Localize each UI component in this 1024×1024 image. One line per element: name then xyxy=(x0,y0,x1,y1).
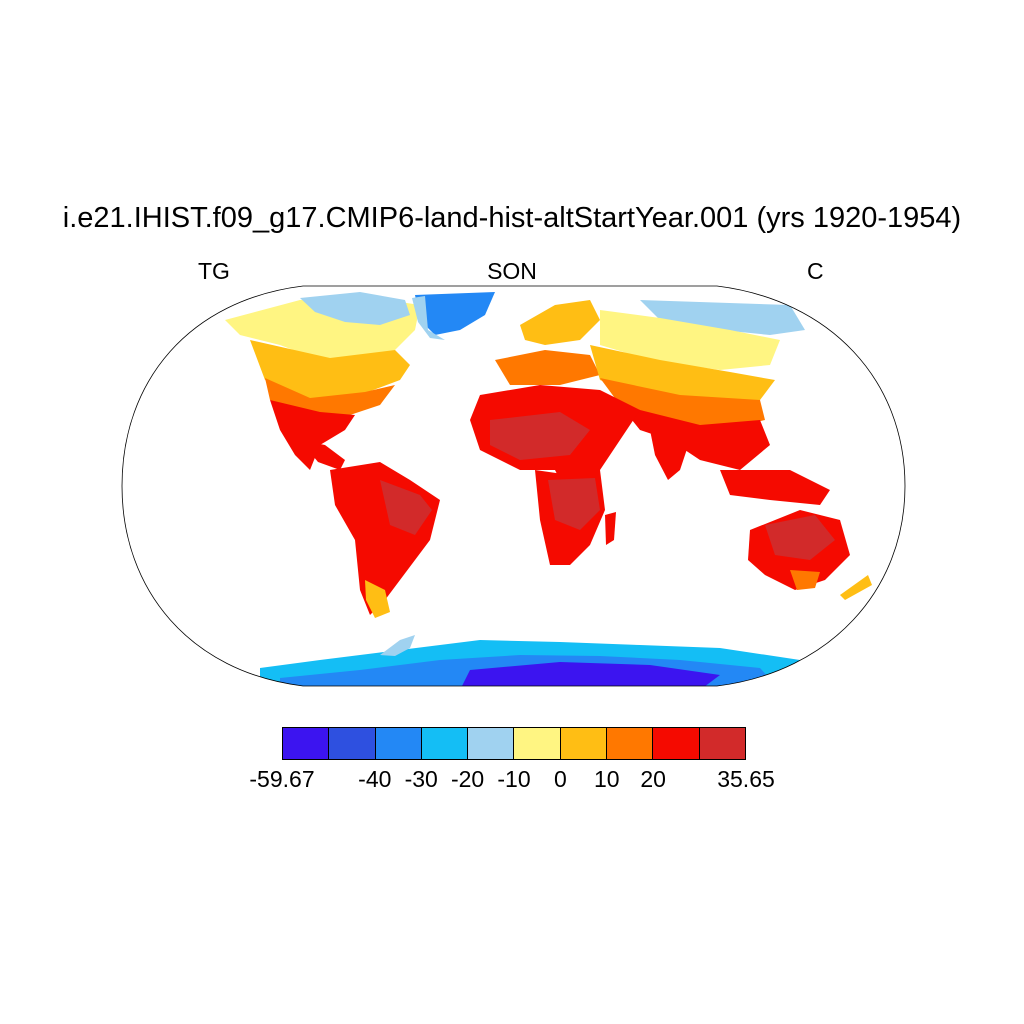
colorbar xyxy=(282,727,746,760)
maritime-asia xyxy=(720,470,830,505)
new-zealand xyxy=(840,575,872,600)
colorbar-box-2 xyxy=(375,728,422,759)
colorbar-label: 0 xyxy=(553,766,567,792)
arctic-canada xyxy=(300,292,410,325)
asia-south xyxy=(600,378,765,430)
colorbar-label: -10 xyxy=(497,766,531,792)
colorbar-box-7 xyxy=(607,728,654,759)
variable-label: TG xyxy=(198,258,230,284)
europe-south xyxy=(495,350,600,385)
colorbar-box-9 xyxy=(699,728,745,759)
greenland xyxy=(415,292,495,335)
colorbar-box-4 xyxy=(468,728,515,759)
colorbar-box-6 xyxy=(560,728,608,759)
colorbar-label: 35.65 xyxy=(717,766,775,792)
central-america xyxy=(300,440,345,470)
antarctica-interior xyxy=(460,662,720,686)
africa-central-hot xyxy=(548,478,600,530)
colorbar-box-1 xyxy=(329,728,376,759)
colorbar-label: -30 xyxy=(404,766,438,792)
siberia xyxy=(640,300,805,335)
north-america-warm xyxy=(265,378,395,415)
colorbar-label: -20 xyxy=(450,766,485,792)
map-border xyxy=(121,285,906,687)
colorbar-label: 20 xyxy=(640,766,666,792)
sahara-hot xyxy=(490,412,590,460)
colorbar-box-0 xyxy=(283,728,330,759)
asia-tropical xyxy=(620,405,770,470)
antarctic-peninsula xyxy=(380,635,415,656)
australia-south xyxy=(790,570,820,590)
colorbar-box-3 xyxy=(421,728,469,759)
season-label: SON xyxy=(487,258,537,284)
colorbar-label: 10 xyxy=(594,766,620,792)
colorbar-box-8 xyxy=(653,728,700,759)
north-america-south xyxy=(270,400,355,470)
patagonia xyxy=(365,580,390,618)
india xyxy=(650,430,690,480)
colorbar-box-5 xyxy=(514,728,561,759)
europe-north xyxy=(520,300,600,345)
plot-title: i.e21.IHIST.f09_g17.CMIP6-land-hist-altS… xyxy=(62,202,962,234)
colorbar-label: -40 xyxy=(358,766,392,792)
greenland-edge xyxy=(412,296,445,340)
asia-north xyxy=(600,310,780,370)
land-layer xyxy=(225,292,872,686)
australia-hot xyxy=(765,515,835,560)
south-america-hot xyxy=(380,480,432,535)
madagascar xyxy=(605,512,616,545)
colorbar-label: -59.67 xyxy=(249,766,315,792)
units-label: C xyxy=(807,258,824,284)
north-america-mid xyxy=(250,340,410,400)
